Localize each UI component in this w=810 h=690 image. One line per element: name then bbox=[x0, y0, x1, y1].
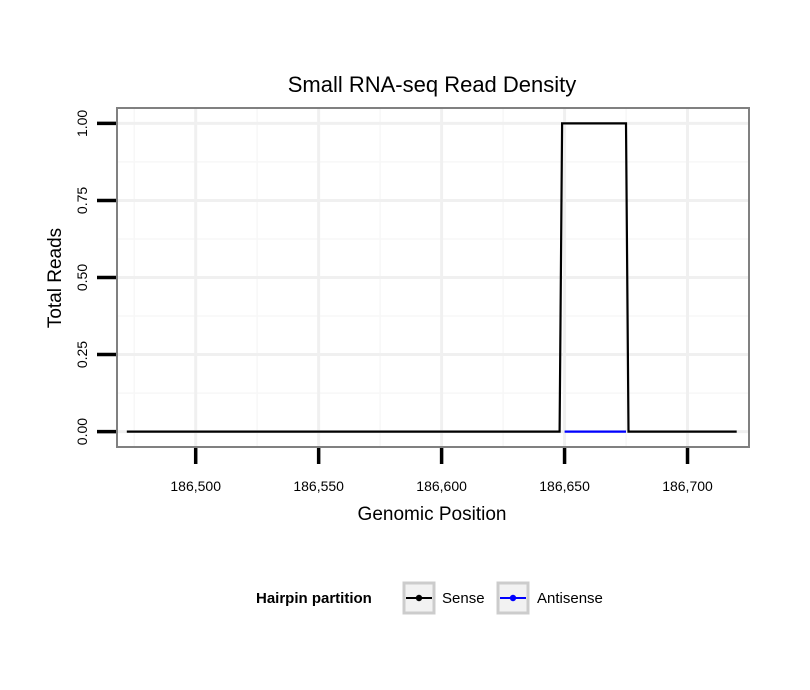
series-line-sense bbox=[126, 122, 737, 433]
legend: Hairpin partition Sense Antisense bbox=[256, 581, 603, 615]
y-tick-label: 0.50 bbox=[74, 264, 90, 291]
legend-label-sense: Sense bbox=[442, 590, 485, 607]
y-tick-label: 1.00 bbox=[74, 110, 90, 137]
y-tick-label: 0.00 bbox=[74, 418, 90, 445]
x-tick-label: 186,650 bbox=[539, 478, 590, 494]
panel-border bbox=[116, 107, 750, 448]
legend-title: Hairpin partition bbox=[256, 590, 372, 607]
legend-point-sense bbox=[415, 594, 423, 602]
chart-title: Small RNA-seq Read Density bbox=[288, 72, 577, 97]
y-tick-label: 0.25 bbox=[74, 341, 90, 368]
x-tick-label: 186,600 bbox=[416, 478, 467, 494]
x-tick-label: 186,500 bbox=[170, 478, 221, 494]
y-tick-label: 0.75 bbox=[74, 187, 90, 214]
legend-point-antisense bbox=[509, 594, 517, 602]
y-axis-title: Total Reads bbox=[45, 228, 66, 328]
x-tick-label: 186,700 bbox=[662, 478, 713, 494]
x-tick-label: 186,550 bbox=[293, 478, 344, 494]
x-axis-title: Genomic Position bbox=[358, 504, 507, 525]
legend-label-antisense: Antisense bbox=[537, 590, 603, 607]
